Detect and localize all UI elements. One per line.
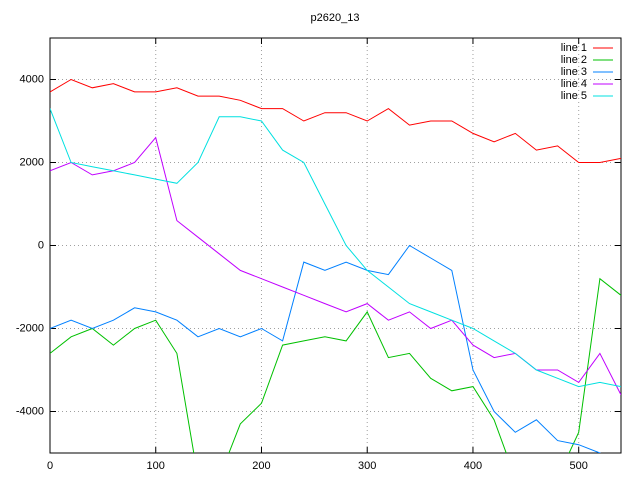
legend-label: line 4	[561, 78, 587, 90]
chart-title: p2620_13	[311, 12, 360, 24]
series-line	[50, 277, 621, 453]
x-tick-label: 0	[47, 460, 53, 472]
series-line	[50, 78, 621, 163]
legend-label: line 3	[561, 66, 587, 78]
legend-label: line 5	[561, 90, 587, 102]
legend-label: line 1	[561, 42, 587, 54]
series-line	[50, 244, 601, 453]
y-tick-label: -2000	[16, 322, 44, 334]
x-tick-label: 500	[570, 460, 588, 472]
x-tick-label: 200	[252, 460, 270, 472]
x-tick-label: 300	[358, 460, 376, 472]
y-tick-label: -4000	[16, 405, 44, 417]
x-tick-label: 100	[147, 460, 165, 472]
x-tick-label: 400	[464, 460, 482, 472]
series-line	[50, 108, 621, 388]
y-tick-label: 0	[38, 239, 44, 251]
legend-label: line 2	[561, 54, 587, 66]
y-tick-label: 4000	[20, 73, 44, 85]
y-tick-label: 2000	[20, 156, 44, 168]
plot-border	[49, 37, 622, 454]
